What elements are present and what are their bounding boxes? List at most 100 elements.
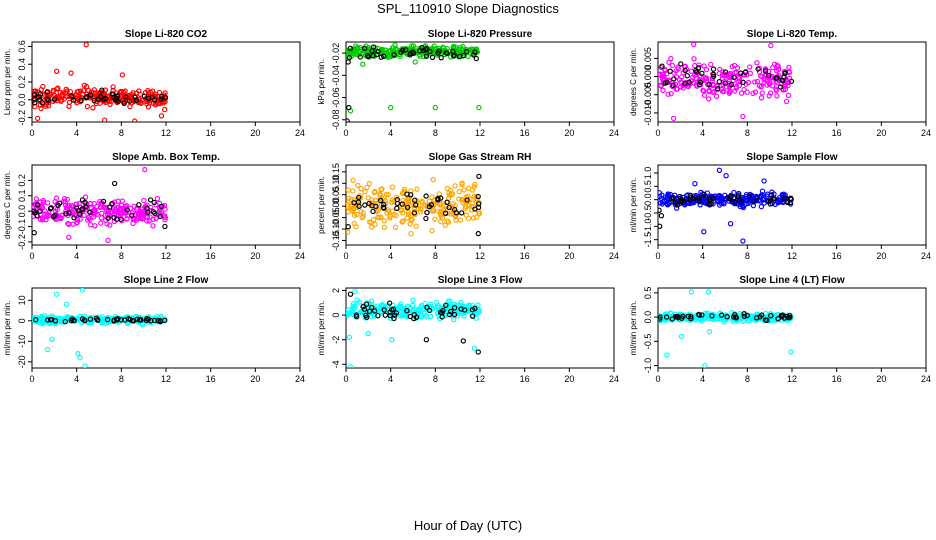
reference-point [162, 223, 168, 230]
data-point [392, 224, 399, 230]
reference-point [426, 203, 433, 210]
panel-4: Slope Amb. Box Temp.0 4 8 12 16 20 24-0.2-0.10… [3, 152, 305, 261]
x-tick-label: 16 [832, 374, 842, 384]
reference-point [37, 96, 43, 103]
data-point [69, 203, 75, 209]
y-tick-label: 0.5 [643, 180, 653, 193]
reference-point [701, 191, 707, 198]
reference-point [670, 194, 676, 201]
data-point [785, 92, 792, 98]
reference-point [475, 349, 481, 355]
data-point [407, 221, 413, 227]
x-tick-label: 4 [388, 128, 393, 138]
data-point [162, 106, 168, 113]
reference-point [473, 55, 479, 62]
reference-point [52, 318, 59, 324]
reference-point [147, 197, 154, 203]
reference-point [126, 98, 133, 104]
reference-point [443, 302, 449, 308]
data-point [661, 197, 668, 203]
data-point [360, 210, 366, 216]
data-point [122, 88, 128, 94]
reference-point [403, 47, 409, 53]
data-point [129, 210, 136, 216]
data-point [82, 363, 88, 368]
data-point [107, 222, 113, 228]
y-tick-label: 0.0 [17, 205, 27, 218]
y-tick-label: 2 [331, 288, 341, 293]
reference-point [32, 230, 37, 236]
data-point [38, 205, 44, 212]
data-points [32, 42, 169, 122]
reference-point [456, 54, 463, 60]
reference-point [472, 206, 478, 212]
data-point [412, 59, 418, 65]
data-point [107, 101, 113, 107]
reference-point [404, 191, 410, 197]
data-point [142, 166, 148, 173]
y-tick-label: 0.10 [331, 175, 341, 193]
reference-point [158, 96, 164, 102]
reference-point [151, 317, 158, 324]
y-tick-label: -0.1 [17, 219, 27, 235]
reference-point [36, 94, 42, 100]
data-point [385, 48, 392, 55]
data-point [726, 90, 732, 96]
data-point [432, 216, 438, 222]
data-point [158, 113, 165, 119]
data-point [444, 218, 450, 224]
reference-point [755, 66, 761, 72]
data-point [759, 90, 765, 96]
data-point [68, 70, 74, 76]
reference-point [439, 314, 445, 320]
y-tick-label: -0.05 [331, 207, 341, 228]
data-point [418, 314, 425, 320]
x-tick-label: 8 [433, 251, 438, 261]
reference-point [377, 197, 384, 204]
reference-point [104, 316, 111, 323]
data-point [39, 217, 46, 223]
data-point [438, 213, 444, 219]
reference-point [37, 208, 43, 214]
reference-point [444, 50, 450, 57]
data-point [368, 298, 375, 304]
reference-point [123, 94, 129, 100]
data-point [365, 330, 371, 337]
reference-point [381, 202, 387, 208]
reference-point [696, 195, 702, 201]
reference-point [77, 211, 83, 217]
data-point [471, 345, 478, 351]
y-tick-label: 0.2 [17, 76, 27, 89]
x-tick-label: 20 [250, 128, 260, 138]
x-tick-label: 8 [119, 251, 124, 261]
data-point [774, 93, 780, 99]
reference-point [693, 67, 699, 74]
reference-point [762, 68, 769, 74]
reference-point [423, 53, 430, 59]
data-point [351, 197, 357, 203]
reference-point [678, 198, 684, 205]
data-point [476, 104, 482, 111]
reference-point [149, 94, 155, 101]
panel-title: Slope Line 4 (LT) Flow [739, 275, 845, 286]
reference-point [451, 305, 458, 311]
reference-point [453, 210, 460, 216]
reference-point [112, 96, 118, 103]
data-point [470, 215, 477, 221]
reference-point [45, 97, 52, 104]
x-tick-label: 20 [564, 128, 574, 138]
reference-point [471, 52, 477, 58]
y-axis-label: ml/min per min. [629, 178, 638, 233]
data-point [745, 79, 752, 86]
x-tick-label: 4 [388, 251, 393, 261]
reference-point [724, 314, 730, 320]
reference-point [79, 206, 86, 212]
data-point [44, 346, 51, 353]
data-point [761, 178, 767, 184]
reference-point [672, 313, 679, 320]
data-point [786, 64, 792, 71]
data-point [403, 305, 409, 311]
data-point [346, 202, 351, 208]
reference-point [346, 224, 351, 230]
y-tick-label: -0.08 [331, 110, 341, 131]
